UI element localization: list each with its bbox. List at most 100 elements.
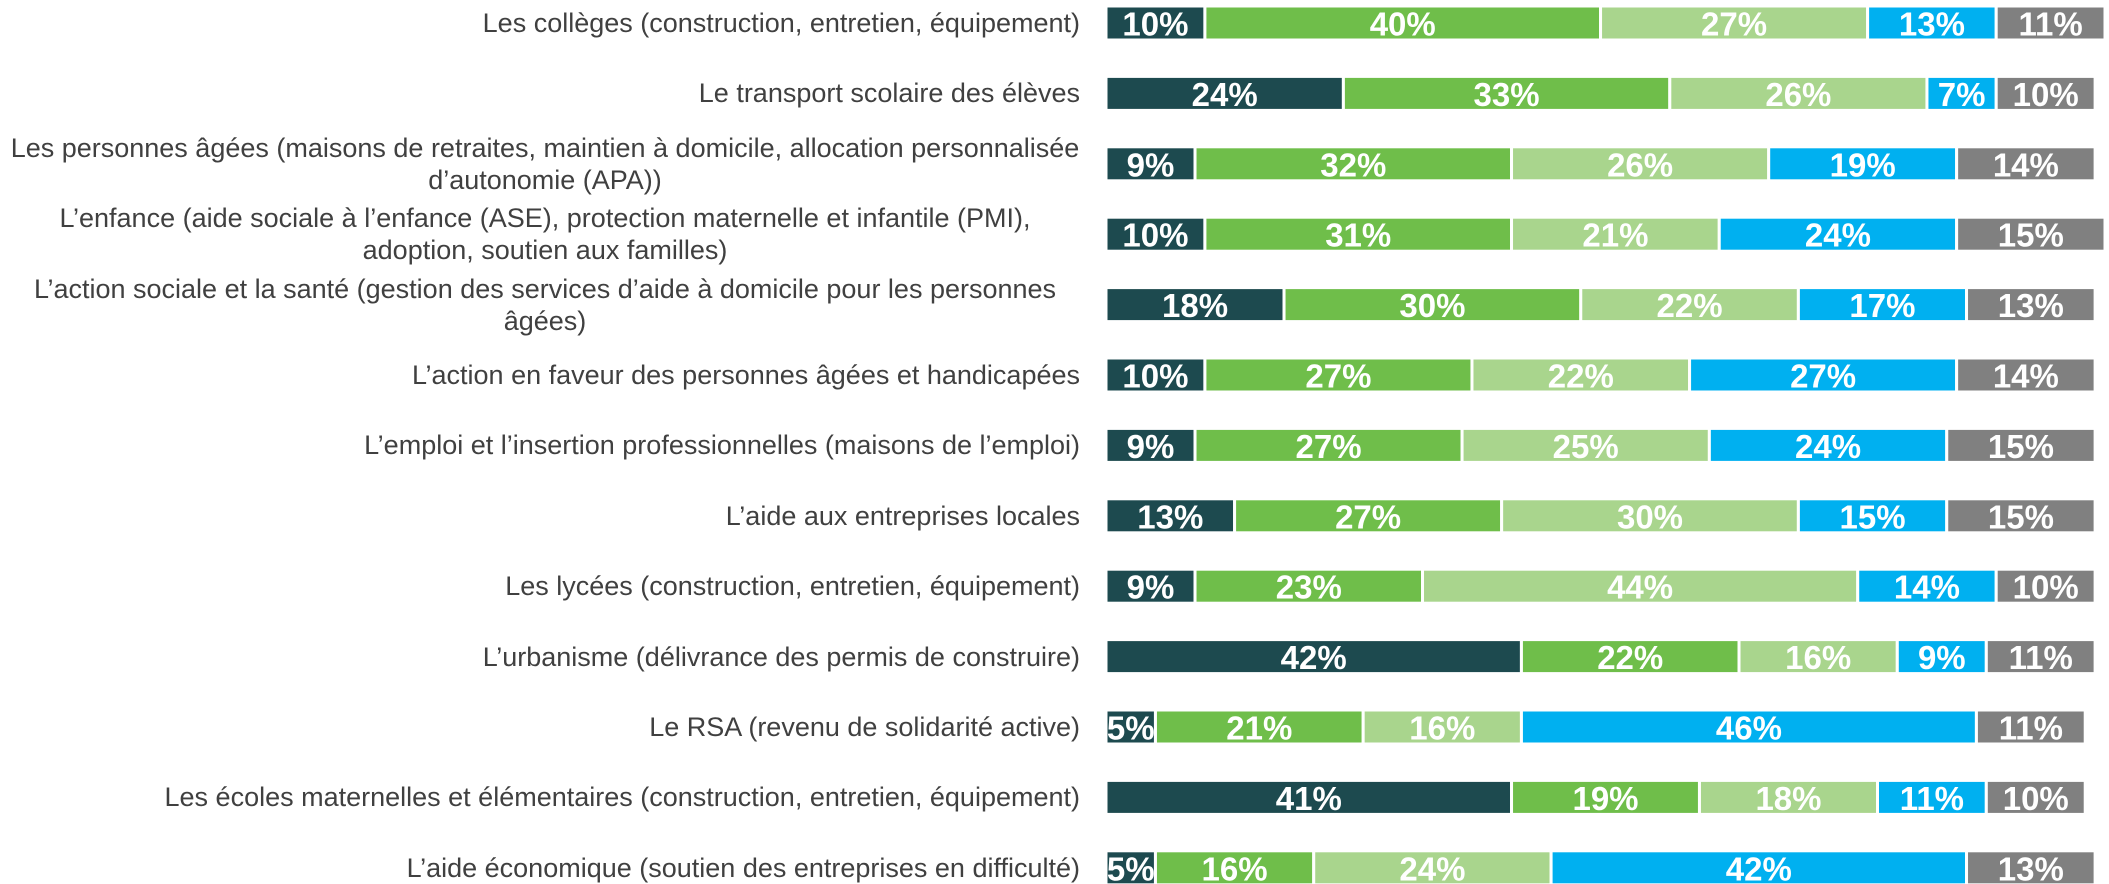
bar-segment: [1965, 849, 2097, 884]
bar-segment: [1233, 497, 1504, 535]
bar-segment: [1965, 286, 2097, 324]
category-label: Les collèges (construction, entretien, é…: [482, 8, 1080, 38]
bar-segment: [1104, 497, 1237, 535]
value-label: 27%: [1790, 358, 1856, 395]
value-label: 7%: [1938, 76, 1986, 113]
bar-segment: [1579, 286, 1800, 324]
value-label: 21%: [1582, 217, 1648, 254]
value-label: 16%: [1202, 850, 1268, 884]
value-label: 13%: [1998, 850, 2064, 884]
value-label: 13%: [1998, 287, 2064, 324]
value-label: 10%: [2003, 780, 2069, 817]
value-label: 24%: [1795, 428, 1861, 465]
value-label: 14%: [1993, 358, 2059, 395]
value-label: 23%: [1276, 569, 1342, 606]
bar-segment: [1707, 426, 1949, 464]
bar-segment: [1510, 145, 1771, 183]
value-label: 25%: [1553, 428, 1619, 465]
value-label: 30%: [1617, 498, 1683, 535]
bar-segment: [1312, 849, 1553, 884]
value-label: 9%: [1127, 569, 1175, 606]
value-label: 13%: [1899, 6, 1965, 43]
bar-segment: [1153, 849, 1316, 884]
value-label: 24%: [1399, 850, 1465, 884]
value-label: 33%: [1474, 76, 1540, 113]
category-label: Le RSA (revenu de solidarité active): [649, 712, 1080, 742]
bar-segment: [1984, 778, 2087, 816]
bar-segment: [1668, 74, 1929, 112]
value-label: 26%: [1607, 146, 1673, 183]
bar-segment: [1717, 215, 1959, 253]
bar-segment: [1767, 145, 1959, 183]
value-label: 30%: [1399, 287, 1465, 324]
bar-segment: [1737, 638, 1899, 676]
value-label: 13%: [1137, 498, 1203, 535]
value-label: 10%: [1122, 358, 1188, 395]
value-label: 32%: [1320, 146, 1386, 183]
value-label: 11%: [1999, 710, 2063, 747]
bar-segment: [1994, 4, 2107, 42]
bar-segment: [1460, 426, 1711, 464]
value-label: 9%: [1127, 428, 1175, 465]
bar-segment: [1994, 74, 2097, 112]
category-label: Le transport scolaire des élèves: [698, 78, 1080, 109]
value-label: 19%: [1572, 780, 1638, 817]
bar-segment: [1203, 4, 1603, 42]
bar-segment: [1153, 708, 1365, 746]
value-label: 31%: [1325, 217, 1391, 254]
bar-segment: [1519, 708, 1978, 746]
value-label: 27%: [1296, 428, 1362, 465]
bar-segment: [1984, 638, 2097, 676]
category-label: Les écoles maternelles et élémentaires (…: [164, 782, 1080, 813]
value-label: 15%: [1840, 498, 1906, 535]
value-label: 42%: [1281, 639, 1347, 676]
value-label: 27%: [1335, 498, 1401, 535]
value-label: 26%: [1765, 76, 1831, 113]
value-label: 44%: [1607, 569, 1673, 606]
bar-segment: [1510, 778, 1701, 816]
value-label: 22%: [1657, 287, 1723, 324]
bar-segment: [1519, 638, 1741, 676]
value-label: 17%: [1849, 287, 1915, 324]
bar-segment: [1470, 356, 1692, 394]
bar-segment: [1193, 426, 1464, 464]
value-label: 5%: [1107, 850, 1155, 884]
category-label: L’aide économique (soutien des entrepris…: [406, 852, 1080, 883]
bar-segment: [1945, 426, 2097, 464]
value-label: 16%: [1409, 710, 1475, 747]
bar-segment: [1104, 74, 1345, 112]
bar-segment: [1925, 74, 1998, 112]
value-label: 5%: [1107, 710, 1155, 747]
bar-segment: [1549, 849, 1969, 884]
value-label: 10%: [2013, 569, 2079, 606]
value-label: 10%: [1122, 6, 1188, 43]
value-label: 24%: [1805, 217, 1871, 254]
bar-segment: [1104, 849, 1157, 884]
value-label: 22%: [1597, 639, 1663, 676]
bar-segment: [1876, 778, 1988, 816]
value-label: 11%: [1900, 780, 1964, 817]
bar-segment: [1955, 356, 2097, 394]
category-label: L’emploi et l’insertion professionnelles…: [364, 430, 1080, 461]
bar-segment: [1697, 778, 1880, 816]
bar-segment: [1104, 708, 1157, 746]
value-label: 40%: [1370, 6, 1436, 43]
value-label: 41%: [1276, 780, 1342, 817]
bar-segment: [1361, 708, 1523, 746]
bar-segment: [1866, 4, 1998, 42]
bar-segment: [1974, 708, 2087, 746]
value-label: 22%: [1548, 358, 1614, 395]
value-label: 27%: [1701, 6, 1767, 43]
category-label: L’action sociale et la santé (gestion de…: [33, 273, 1057, 336]
value-label: 27%: [1305, 358, 1371, 395]
value-label: 15%: [1998, 217, 2064, 254]
value-label: 19%: [1830, 146, 1896, 183]
value-label: 21%: [1226, 710, 1292, 747]
value-label: 15%: [1988, 498, 2054, 535]
value-label: 15%: [1988, 428, 2054, 465]
bar-segment: [1994, 567, 2097, 605]
bar-segment: [1955, 215, 2107, 253]
bar-segment: [1500, 497, 1800, 535]
bar-segment: [1203, 215, 1514, 253]
bar-segment: [1796, 497, 1949, 535]
